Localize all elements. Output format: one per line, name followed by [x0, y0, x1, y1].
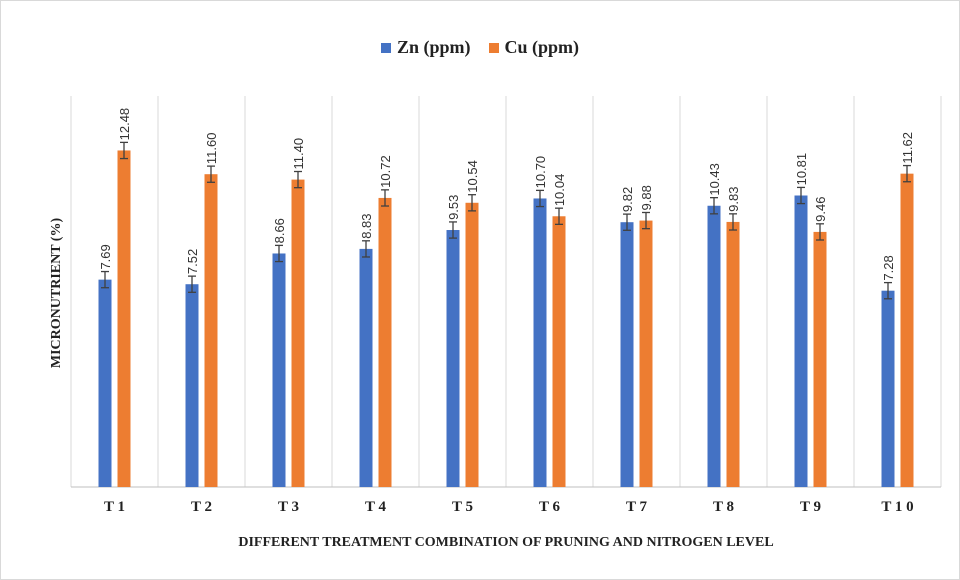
data-label: 10.70: [533, 156, 548, 189]
bar-zn: [794, 195, 808, 488]
data-label: 10.04: [552, 174, 567, 207]
bar-zn: [185, 284, 199, 487]
bar-zn: [98, 279, 112, 487]
legend-swatch-zn: [380, 42, 391, 53]
data-label: 11.40: [291, 138, 306, 170]
x-tick-label: T 1 0: [881, 499, 913, 515]
x-tick-label: T 6: [539, 499, 560, 515]
bar-cu: [378, 197, 392, 487]
legend-label-zn: Zn (ppm): [396, 37, 471, 57]
data-label: 7.69: [98, 244, 113, 269]
x-tick-label: T 4: [365, 499, 386, 515]
bar-zn: [446, 230, 460, 487]
data-label: 9.82: [620, 187, 635, 212]
data-label: 8.66: [272, 218, 287, 243]
data-label: 7.28: [881, 255, 896, 280]
bar-cu: [726, 221, 740, 488]
data-label: 10.54: [465, 160, 480, 193]
bar-zn: [359, 248, 373, 487]
legend-item-zn: Zn (ppm): [380, 37, 471, 58]
data-label: 9.88: [639, 185, 654, 210]
bar-cu: [117, 150, 131, 488]
bar-zn: [272, 253, 286, 487]
x-tick-label: T 9: [800, 499, 821, 515]
x-axis-label: DIFFERENT TREATMENT COMBINATION OF PRUNI…: [238, 535, 774, 550]
data-label: 9.53: [446, 195, 461, 220]
data-label: 10.72: [378, 155, 393, 188]
x-tick-label: T 8: [713, 499, 734, 515]
bar-cu: [639, 220, 653, 487]
x-tick-label: T 3: [278, 499, 299, 515]
data-label: 10.81: [794, 153, 809, 186]
data-label: 8.83: [359, 213, 374, 238]
x-tick-label: T 2: [191, 499, 212, 515]
legend: Zn (ppm) Cu (ppm): [1, 37, 959, 58]
bar-cu: [813, 231, 827, 487]
bar-zn: [620, 222, 634, 488]
data-label: 9.83: [726, 187, 741, 212]
bar-cu: [204, 174, 218, 487]
bar-zn: [707, 205, 721, 488]
data-label: 10.43: [707, 163, 722, 196]
x-tick-label: T 1: [104, 499, 125, 515]
legend-item-cu: Cu (ppm): [488, 37, 580, 58]
bar-cu: [552, 216, 566, 487]
data-label: 11.60: [204, 133, 219, 165]
bar-cu: [291, 179, 305, 487]
bar-zn: [533, 198, 547, 487]
data-label: 11.62: [900, 132, 915, 164]
x-tick-label: T 7: [626, 499, 647, 515]
data-label: 9.46: [813, 197, 828, 222]
bar-zn: [881, 290, 895, 487]
bar-cu: [465, 202, 479, 487]
legend-swatch-cu: [488, 42, 499, 53]
data-label: 7.52: [185, 249, 200, 274]
data-label: 12.48: [117, 108, 132, 141]
bar-cu: [900, 173, 914, 487]
legend-label-cu: Cu (ppm): [504, 37, 580, 57]
x-tick-label: T 5: [452, 499, 473, 515]
